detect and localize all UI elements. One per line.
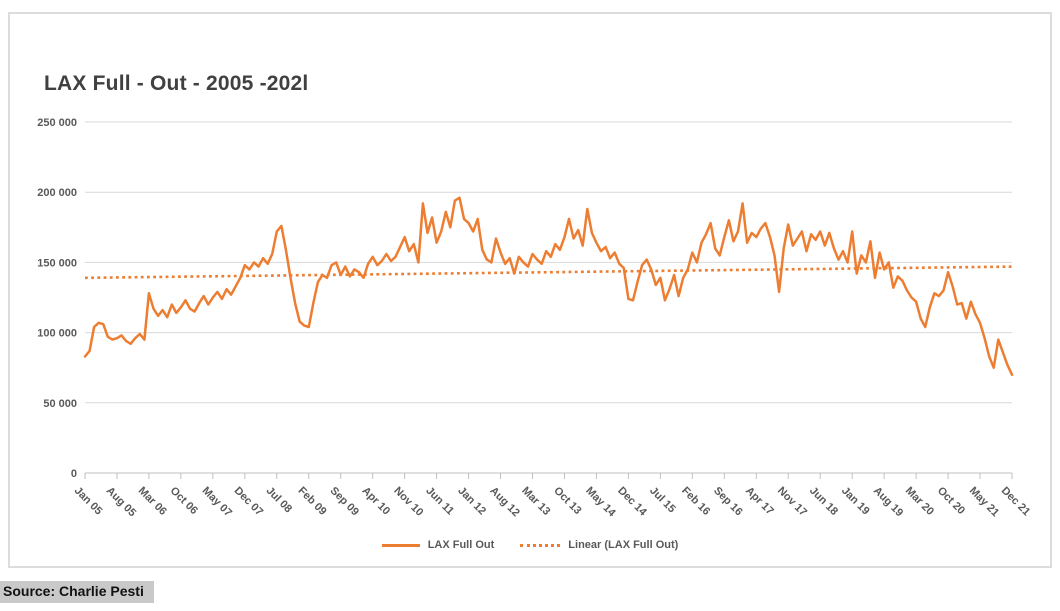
chart-title: LAX Full - Out - 2005 -202l xyxy=(44,72,309,95)
legend-item-series: LAX Full Out xyxy=(381,539,495,551)
chart-legend: LAX Full Out Linear (LAX Full Out) xyxy=(0,539,1060,551)
legend-item-trend: Linear (LAX Full Out) xyxy=(520,539,678,551)
source-label: Source: Charlie Pesti xyxy=(0,581,154,603)
series-line-swatch xyxy=(381,543,420,547)
trendline-swatch xyxy=(520,543,561,547)
legend-trend-label: Linear (LAX Full Out) xyxy=(568,539,679,551)
legend-series-label: LAX Full Out xyxy=(427,539,495,551)
